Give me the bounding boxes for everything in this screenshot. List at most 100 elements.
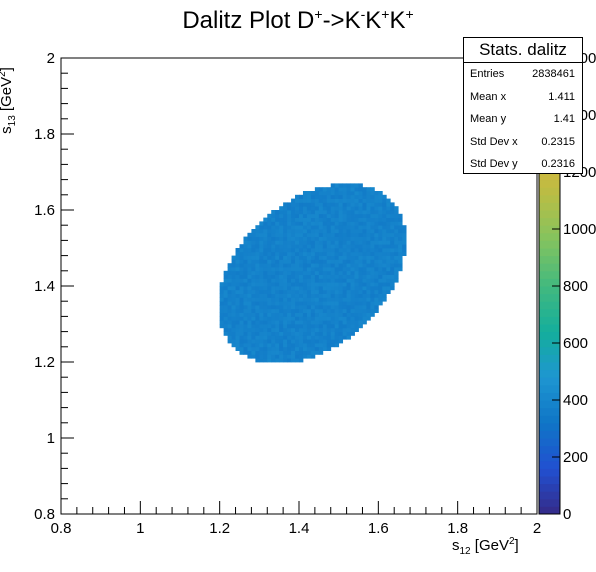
heatmap-cell — [390, 213, 395, 218]
heatmap-cell — [247, 259, 252, 264]
heatmap-cell — [283, 350, 288, 355]
heatmap-cell — [302, 267, 308, 272]
heatmap-cell — [275, 308, 280, 313]
heatmap-cell — [271, 270, 276, 275]
heatmap-cell — [255, 270, 260, 275]
heatmap-cell — [299, 308, 304, 313]
heatmap-cell — [358, 248, 363, 253]
heatmap-cell — [267, 350, 272, 355]
heatmap-cell — [271, 251, 276, 256]
heatmap-cell — [279, 210, 284, 215]
heatmap-cell — [334, 213, 340, 218]
heatmap-cell — [267, 354, 272, 359]
heatmap-cell — [255, 358, 260, 363]
heatmap-cell — [259, 335, 264, 340]
heatmap-cell — [259, 267, 264, 272]
heatmap-cell — [223, 301, 228, 306]
heatmap-cell — [291, 270, 296, 275]
heatmap-cell — [342, 255, 347, 260]
heatmap-cell — [358, 282, 363, 287]
heatmap-cell — [330, 312, 336, 317]
heatmap-cell — [291, 316, 296, 321]
heatmap-cell — [346, 251, 351, 256]
heatmap-cell — [291, 358, 296, 363]
heatmap-cell — [374, 255, 379, 260]
heatmap-cell — [271, 240, 276, 245]
heatmap-cell — [334, 324, 340, 329]
heatmap-cell — [326, 335, 332, 340]
heatmap-cell — [251, 297, 256, 302]
heatmap-cell — [346, 240, 351, 245]
heatmap-cell — [299, 297, 304, 302]
heatmap-cell — [370, 221, 375, 226]
heatmap-cell — [287, 331, 292, 336]
heatmap-cell — [263, 308, 268, 313]
heatmap-cell — [271, 263, 276, 268]
heatmap-cell — [231, 297, 236, 302]
heatmap-cell — [271, 259, 276, 264]
heatmap-cell — [223, 286, 228, 291]
heatmap-cell — [235, 343, 240, 348]
heatmap-cell — [247, 289, 252, 294]
heatmap-cell — [255, 232, 260, 237]
heatmap-cell — [283, 229, 288, 234]
heatmap-cell — [370, 225, 375, 230]
heatmap-cell — [227, 305, 232, 310]
heatmap-cell — [318, 293, 324, 298]
heatmap-cell — [310, 225, 316, 230]
heatmap-cell — [334, 339, 340, 344]
heatmap-cell — [326, 225, 332, 230]
heatmap-cell — [275, 335, 280, 340]
heatmap-cell — [263, 232, 268, 237]
heatmap-cell — [279, 270, 284, 275]
heatmap-cell — [394, 244, 399, 249]
heatmap-cell — [390, 229, 395, 234]
heatmap-cell — [390, 270, 395, 275]
heatmap-cell — [287, 244, 292, 249]
heatmap-cell — [386, 221, 391, 226]
heatmap-cell — [291, 343, 296, 348]
heatmap-cell — [350, 248, 355, 253]
heatmap-cell — [247, 286, 252, 291]
heatmap-cell — [259, 289, 264, 294]
heatmap-cell — [247, 282, 252, 287]
heatmap-cell — [322, 236, 328, 241]
heatmap-cell — [358, 221, 363, 226]
heatmap-cell — [386, 278, 391, 283]
heatmap-cell — [275, 210, 280, 215]
heatmap-cell — [243, 293, 248, 298]
heatmap-cell — [223, 316, 228, 321]
palette-swatch — [539, 346, 560, 355]
heatmap-cell — [263, 236, 268, 241]
heatmap-cell — [251, 339, 256, 344]
heatmap-cell — [283, 320, 288, 325]
heatmap-cell — [267, 301, 272, 306]
heatmap-cell — [223, 293, 228, 298]
heatmap-cell — [302, 286, 308, 291]
heatmap-cell — [394, 206, 399, 211]
heatmap-cell — [322, 251, 328, 256]
heatmap-cell — [279, 308, 284, 313]
heatmap-cell — [330, 217, 336, 222]
heatmap-cell — [291, 286, 296, 291]
palette-swatch — [539, 316, 560, 325]
heatmap-cell — [255, 312, 260, 317]
heatmap-cell — [322, 206, 328, 211]
heatmap-cell — [382, 210, 387, 215]
heatmap-cell — [259, 320, 264, 325]
heatmap-cell — [354, 267, 359, 272]
heatmap-cell — [306, 259, 312, 264]
heatmap-cell — [342, 217, 347, 222]
heatmap-cell — [306, 301, 312, 306]
heatmap-cell — [306, 354, 312, 359]
heatmap-cell — [310, 346, 316, 351]
z-tick-label: 200 — [563, 449, 588, 466]
y-tick-label: 1.2 — [34, 354, 55, 371]
heatmap-cell — [370, 236, 375, 241]
heatmap-cell — [287, 221, 292, 226]
heatmap-cell — [299, 282, 304, 287]
heatmap-cell — [334, 293, 340, 298]
heatmap-cell — [378, 248, 383, 253]
heatmap-cell — [263, 244, 268, 249]
heatmap-cell — [338, 244, 344, 249]
